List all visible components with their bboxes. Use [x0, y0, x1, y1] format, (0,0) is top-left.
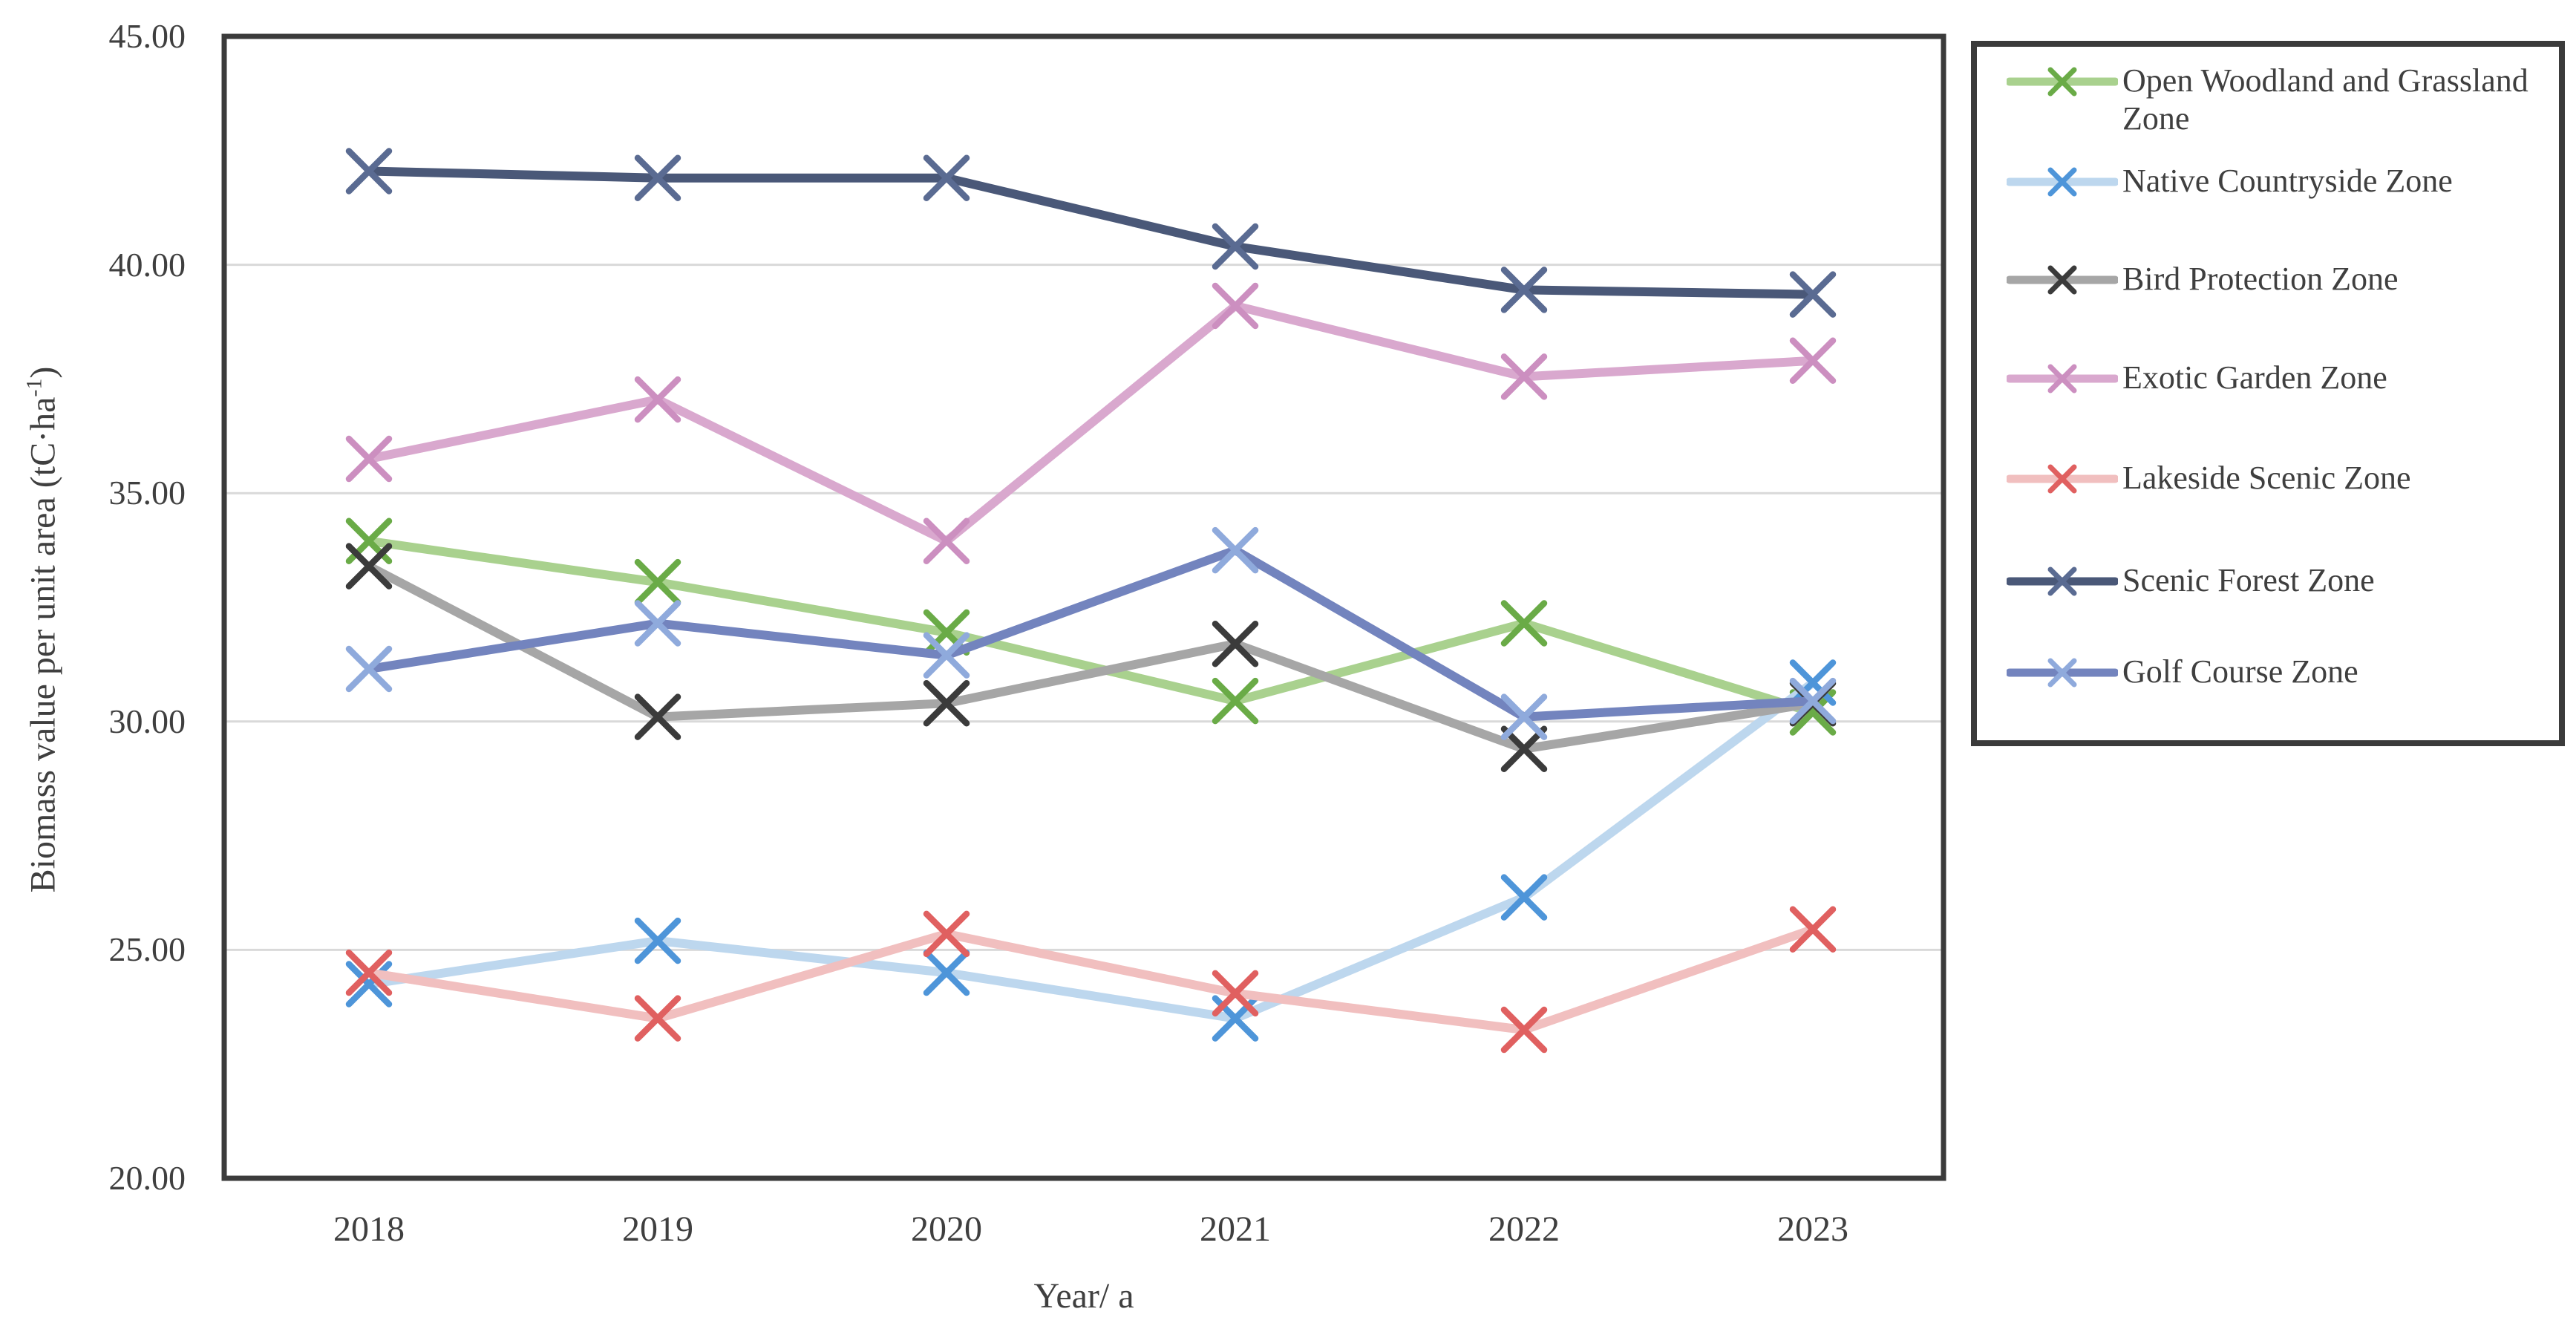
y-tick-label-20.00: 20.00 [108, 1159, 186, 1197]
y-axis-title: Biomass value per unit area (tC·ha-1) [22, 366, 64, 893]
legend-swatch-line-x-icon [2007, 658, 2118, 688]
series-6-marker-2018 [345, 645, 393, 693]
series-2-marker-2019 [634, 693, 681, 740]
series-0-marker-2021 [1212, 677, 1259, 725]
x-tick-label-2019: 2019 [622, 1209, 693, 1249]
y-tick-label-40.00: 40.00 [108, 245, 186, 284]
series-2-marker-2021 [1212, 620, 1259, 667]
legend-swatch-line-x-icon [2007, 167, 2118, 197]
legend-label: Scenic Forest Zone [2122, 562, 2375, 598]
legend-item-5: Scenic Forest Zone [2007, 561, 2553, 600]
series-0-marker-2019 [634, 558, 681, 606]
series-5-marker-2023 [1789, 271, 1837, 318]
series-1-marker-2022 [1500, 874, 1548, 921]
y-axis-title-close: ) [23, 366, 63, 379]
series-line-2 [365, 561, 1817, 754]
y-tick-label-45.00: 45.00 [108, 17, 186, 55]
legend-label: Native Countryside Zone [2122, 163, 2453, 199]
series-1-marker-2019 [634, 917, 681, 964]
legend-item-2: Bird Protection Zone [2007, 260, 2553, 298]
x-axis-title: Year/ a [1033, 1276, 1134, 1316]
series-4-marker-2018 [345, 949, 393, 996]
series-3-marker-2018 [345, 435, 393, 483]
series-4-marker-2022 [1500, 1006, 1548, 1054]
series-6-marker-2021 [1212, 526, 1259, 574]
x-tick-label-2021: 2021 [1200, 1209, 1271, 1249]
legend-item-1: Native Countryside Zone [2007, 162, 2553, 200]
legend-item-0: Open Woodland and Grassland Zone [2007, 62, 2553, 137]
series-2-marker-2018 [345, 543, 393, 590]
series-3-marker-2021 [1212, 282, 1259, 330]
series-line-5 [365, 166, 1817, 299]
series-3-marker-2023 [1789, 337, 1837, 385]
x-tick-label-2023: 2023 [1777, 1209, 1848, 1249]
legend-swatch-line-x-icon [2007, 566, 2118, 596]
series-2-marker-2022 [1500, 725, 1548, 772]
legend-item-4: Lakeside Scenic Zone [2007, 459, 2553, 497]
legend-swatch-line-x-icon [2007, 364, 2118, 394]
legend-label: Lakeside Scenic Zone [2122, 460, 2411, 496]
series-line-4 [365, 924, 1817, 1035]
series-5-marker-2018 [345, 148, 393, 195]
legend-swatch-line-x-icon [2007, 464, 2118, 494]
series-line-3 [365, 301, 1817, 546]
legend-item-3: Exotic Garden Zone [2007, 359, 2553, 397]
legend-swatch-line-x-icon [2007, 265, 2118, 295]
plot-border [221, 33, 1946, 1181]
series-5-marker-2020 [923, 154, 970, 201]
chart-legend: Open Woodland and Grassland Zone Native C… [1971, 41, 2565, 746]
y-axis-title-superscript: -1 [22, 378, 47, 397]
y-tick-label-30.00: 30.00 [108, 702, 186, 740]
series-5-marker-2019 [634, 154, 681, 201]
series-6-marker-2019 [634, 600, 681, 647]
series-6-marker-2023 [1789, 677, 1837, 725]
series-4-marker-2020 [923, 910, 970, 958]
series-line-1 [365, 678, 1817, 1023]
legend-swatch-line-x-icon [2007, 67, 2118, 97]
series-3-marker-2020 [923, 517, 970, 565]
x-tick-label-2018: 2018 [333, 1209, 405, 1249]
x-tick-label-2020: 2020 [911, 1209, 982, 1249]
legend-label: Open Woodland and Grassland Zone [2122, 62, 2528, 137]
series-1-marker-2023 [1789, 659, 1837, 706]
series-5-marker-2022 [1500, 267, 1548, 313]
legend-label: Golf Course Zone [2122, 653, 2358, 690]
legend-label: Exotic Garden Zone [2122, 359, 2387, 396]
series-4-marker-2023 [1789, 906, 1837, 953]
series-0-marker-2022 [1500, 600, 1548, 647]
legend-item-6: Golf Course Zone [2007, 653, 2553, 691]
y-tick-label-35.00: 35.00 [108, 474, 186, 512]
series-6-marker-2022 [1500, 693, 1548, 740]
series-2-marker-2020 [923, 679, 970, 727]
series-3-marker-2019 [634, 376, 681, 423]
legend-label: Bird Protection Zone [2122, 261, 2399, 297]
series-5-marker-2021 [1212, 223, 1259, 270]
series-line-0 [365, 536, 1817, 717]
series-4-marker-2019 [634, 995, 681, 1042]
series-line-6 [365, 546, 1817, 722]
y-axis-title-text: Biomass value per unit area (tC·ha [23, 396, 63, 893]
y-tick-label-25.00: 25.00 [108, 930, 186, 969]
series-4-marker-2021 [1212, 970, 1259, 1017]
series-3-marker-2022 [1500, 353, 1548, 400]
series-6-marker-2020 [923, 632, 970, 679]
x-tick-label-2022: 2022 [1488, 1209, 1560, 1249]
series-1-marker-2020 [923, 949, 970, 996]
